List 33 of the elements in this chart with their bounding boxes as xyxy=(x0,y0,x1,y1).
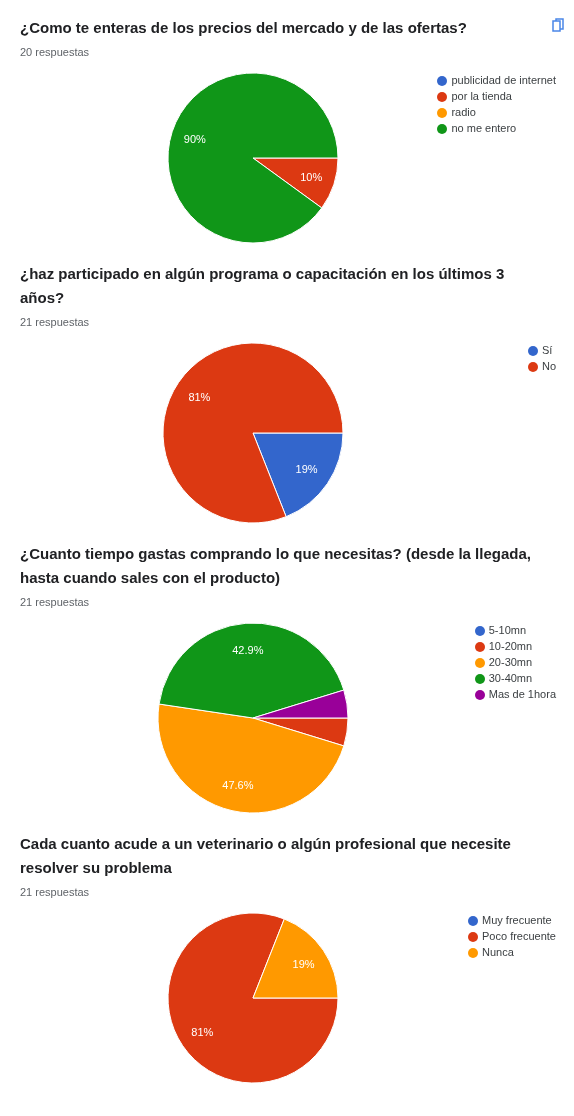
chart-title: ¿Como te enteras de los precios del mercado y de las ofertas? xyxy=(19,18,468,38)
legend-label: 30-40mn xyxy=(488,672,533,684)
legend-label: 20-30mn xyxy=(488,656,533,668)
chart-title: Cada cuanto acude a un veterinario o algún profesional que necesite resolver su problema xyxy=(19,834,512,878)
data-label: 90% xyxy=(183,133,207,146)
legend-label: 10-20mn xyxy=(488,640,533,652)
data-label: 19% xyxy=(295,463,318,476)
legend-label: Muy frecuente xyxy=(482,914,552,926)
legend-label: Mas de 1hora xyxy=(488,688,556,700)
legend-label: por la tienda xyxy=(451,90,512,102)
legend-label: Sí xyxy=(541,344,553,356)
legend-label: Poco frecuente xyxy=(482,930,556,942)
text: 21 respuestas xyxy=(19,886,91,898)
text: 20 respuestas xyxy=(19,46,91,58)
data-label: 81% xyxy=(191,1026,214,1039)
text: 21 respuestas xyxy=(19,596,91,608)
text: 21 respuestas xyxy=(19,316,91,328)
legend-label: No xyxy=(541,360,556,372)
data-label: 42.9% xyxy=(232,643,264,656)
data-label: 81% xyxy=(188,390,211,403)
legend-label: publicidad de internet xyxy=(451,74,556,86)
legend-label: radio xyxy=(451,106,476,118)
chart-title: ¿haz participado en algún programa o capacitación en los últimos 3 años? xyxy=(19,264,506,308)
data-label: 10% xyxy=(300,170,323,183)
pie-slice xyxy=(167,912,339,1084)
pie-slice xyxy=(167,72,339,244)
legend-label: no me entero xyxy=(451,122,517,134)
data-label: 47.6% xyxy=(222,778,254,791)
chart-title: ¿Cuanto tiempo gastas comprando lo que necesitas? (desde la llegada, hasta cuando sales con el producto) xyxy=(19,544,532,588)
legend-label: Nunca xyxy=(482,946,514,958)
data-label: 19% xyxy=(292,957,315,970)
pie-slice xyxy=(162,342,344,524)
legend-label: 5-10mn xyxy=(488,624,527,636)
